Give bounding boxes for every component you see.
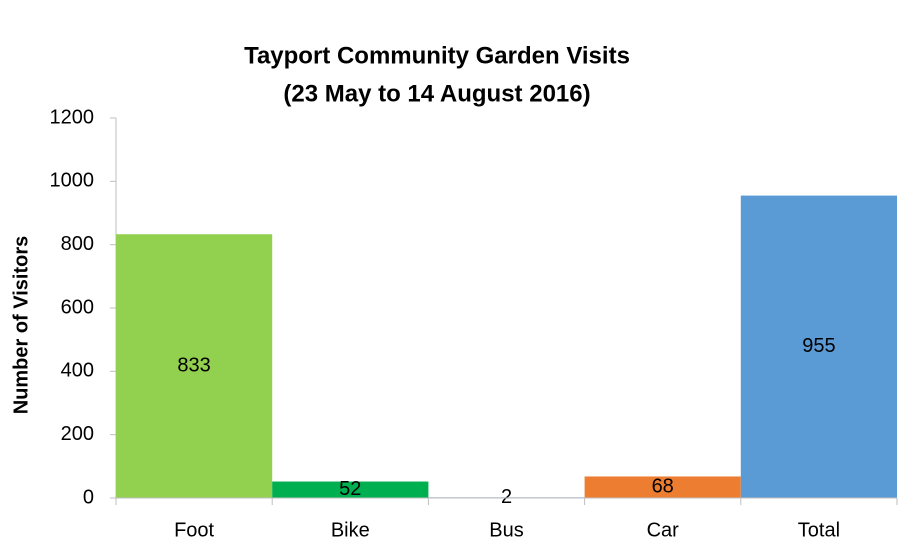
x-tick-label: Total — [798, 519, 840, 541]
x-tick-label: Bus — [489, 519, 523, 541]
y-tick-label: 1200 — [50, 106, 95, 128]
y-tick-label: 400 — [61, 360, 94, 382]
bar — [740, 195, 897, 499]
bar — [272, 481, 429, 498]
data-label: 68 — [652, 476, 674, 498]
bar — [116, 234, 273, 498]
y-tick-label: 800 — [61, 233, 94, 255]
y-axis-label: Number of Visitors — [10, 236, 32, 415]
data-label: 2 — [501, 486, 512, 508]
bar — [584, 476, 741, 498]
data-label: 52 — [339, 478, 361, 500]
x-tick-label: Bike — [331, 519, 370, 541]
y-tick-label: 600 — [61, 296, 94, 318]
chart-subtitle: (23 May to 14 August 2016) — [283, 80, 590, 107]
y-tick-label: 200 — [61, 423, 94, 445]
x-tick-label: Foot — [174, 519, 214, 541]
x-tick-label: Car — [647, 519, 680, 541]
data-label: 833 — [177, 354, 210, 376]
y-tick-label: 1000 — [50, 170, 95, 192]
chart-title: Tayport Community Garden Visits — [244, 42, 630, 69]
data-label: 955 — [802, 335, 835, 357]
y-tick-label: 0 — [83, 486, 94, 508]
